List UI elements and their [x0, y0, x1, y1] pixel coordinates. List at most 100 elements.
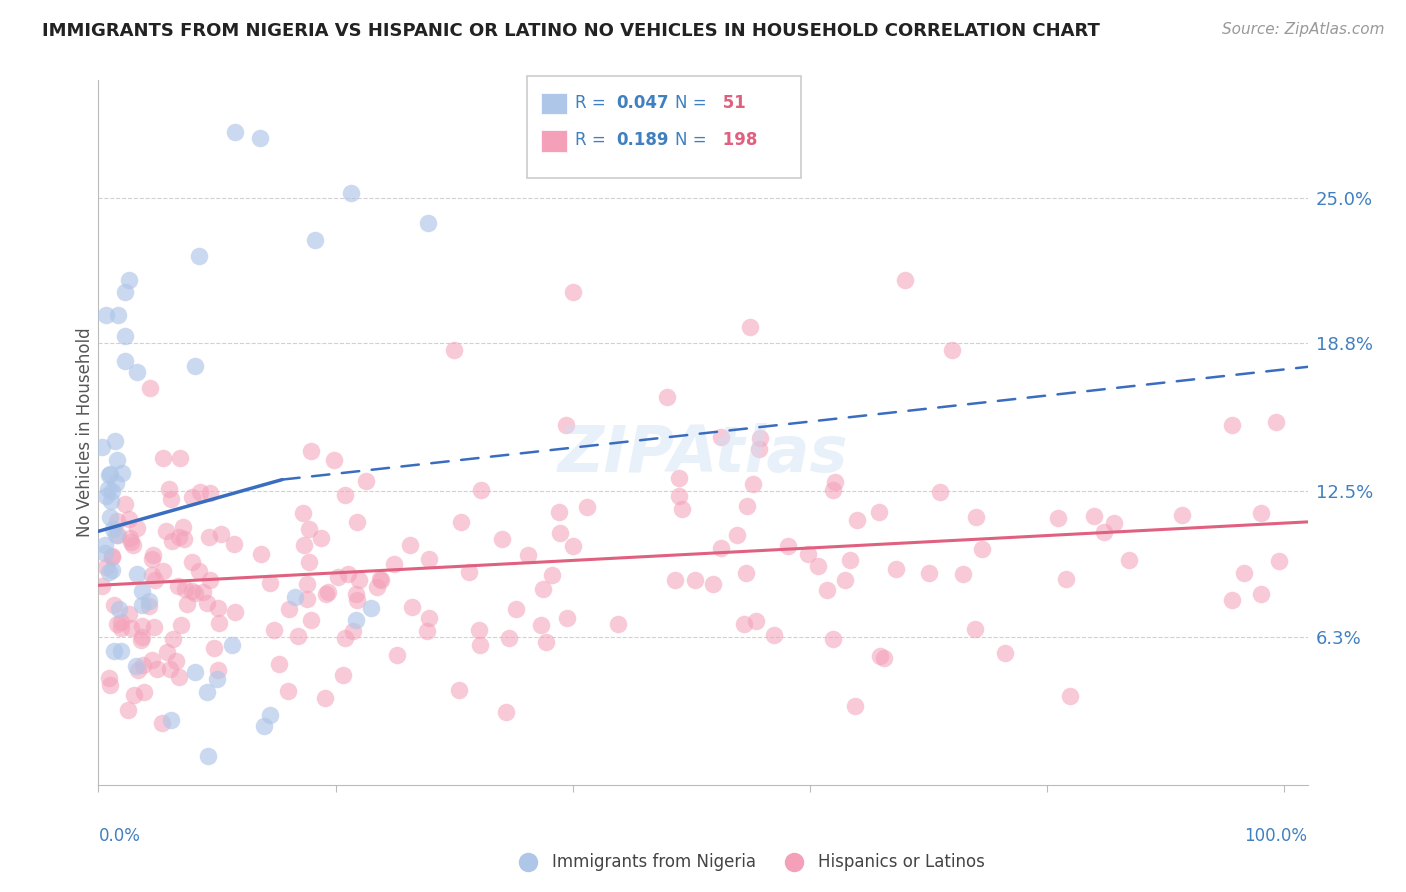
Point	[111, 467, 134, 481]
Point	[107, 528, 129, 542]
Text: R =: R =	[575, 131, 612, 149]
Point	[191, 585, 214, 599]
Point	[100, 494, 122, 508]
Point	[668, 471, 690, 485]
Point	[131, 584, 153, 599]
Point	[291, 506, 314, 520]
Point	[170, 618, 193, 632]
Point	[127, 521, 149, 535]
Point	[277, 683, 299, 698]
Point	[740, 319, 762, 334]
Point	[224, 125, 246, 139]
Point	[332, 668, 354, 682]
Point	[131, 598, 153, 612]
Point	[685, 573, 707, 587]
Point	[536, 634, 558, 648]
Point	[457, 565, 479, 579]
Text: 100.0%: 100.0%	[1244, 827, 1308, 846]
Point	[710, 430, 733, 444]
Point	[824, 475, 846, 489]
Point	[886, 562, 908, 576]
Point	[893, 273, 915, 287]
Point	[129, 632, 152, 647]
Point	[491, 532, 513, 546]
Point	[316, 584, 339, 599]
Point	[141, 551, 163, 566]
Point	[823, 632, 845, 647]
Point	[450, 515, 472, 529]
Point	[844, 698, 866, 713]
Point	[443, 343, 465, 358]
Text: 0.0%: 0.0%	[98, 827, 141, 846]
Point	[131, 631, 153, 645]
Point	[344, 613, 367, 627]
Text: N =: N =	[675, 131, 706, 149]
Point	[198, 530, 221, 544]
Point	[259, 707, 281, 722]
Point	[101, 522, 124, 536]
Point	[160, 713, 183, 727]
Point	[108, 601, 131, 615]
Point	[100, 677, 122, 691]
Point	[103, 599, 125, 613]
Point	[562, 539, 585, 553]
Point	[1092, 525, 1115, 540]
Point	[198, 573, 221, 587]
Point	[103, 644, 125, 658]
Text: 0.189: 0.189	[616, 131, 668, 149]
Point	[941, 343, 963, 358]
Point	[1171, 508, 1194, 522]
Point	[385, 648, 408, 663]
Point	[1267, 554, 1289, 568]
Point	[333, 488, 356, 502]
Point	[965, 622, 987, 636]
Point	[468, 623, 491, 637]
Point	[94, 308, 117, 322]
Point	[839, 553, 862, 567]
Point	[929, 485, 952, 500]
Point	[94, 489, 117, 503]
Point	[1118, 553, 1140, 567]
Point	[468, 638, 491, 652]
Point	[93, 546, 115, 560]
Point	[470, 483, 492, 498]
Point	[100, 549, 122, 563]
Point	[200, 485, 222, 500]
Point	[868, 505, 890, 519]
Point	[807, 558, 830, 573]
Point	[122, 538, 145, 552]
Point	[118, 511, 141, 525]
Point	[93, 538, 115, 552]
Point	[127, 664, 149, 678]
Point	[1047, 511, 1070, 525]
Point	[555, 611, 578, 625]
Point	[1054, 572, 1077, 586]
Point	[994, 647, 1017, 661]
Point	[110, 621, 132, 635]
Point	[180, 555, 202, 569]
Point	[1250, 587, 1272, 601]
Point	[342, 624, 364, 638]
Point	[970, 542, 993, 557]
Text: Hispanics or Latinos: Hispanics or Latinos	[818, 854, 984, 871]
Point	[382, 557, 405, 571]
Point	[167, 670, 190, 684]
Text: Immigrants from Nigeria: Immigrants from Nigeria	[551, 854, 756, 871]
Point	[104, 434, 127, 449]
Point	[298, 555, 321, 569]
Point	[846, 512, 869, 526]
Point	[259, 575, 281, 590]
Point	[208, 615, 231, 630]
Point	[495, 705, 517, 719]
Point	[152, 564, 174, 578]
Point	[347, 573, 370, 587]
Point	[188, 564, 211, 578]
Point	[105, 515, 128, 529]
Point	[114, 354, 136, 368]
Point	[195, 596, 218, 610]
Point	[548, 526, 571, 541]
Point	[91, 578, 114, 592]
Point	[98, 509, 121, 524]
Point	[120, 622, 142, 636]
Point	[664, 574, 686, 588]
